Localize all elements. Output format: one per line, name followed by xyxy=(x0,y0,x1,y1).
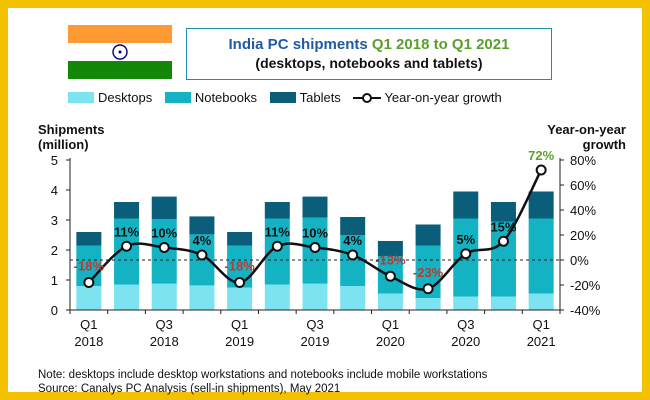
bar-tablets-8 xyxy=(377,241,403,256)
growth-label-8: -13% xyxy=(375,252,406,267)
bar-desktops-9 xyxy=(415,298,441,310)
growth-point-2 xyxy=(158,242,170,253)
bar-tablets-6 xyxy=(302,196,328,218)
legend-item-notebooks: Notebooks xyxy=(164,90,257,105)
x-tick-label-8-quarter: Q1 xyxy=(382,317,399,332)
title-box: India PC shipments Q1 2018 to Q1 2021 (d… xyxy=(186,28,552,80)
bar-desktops-0 xyxy=(76,286,102,310)
x-tick-label-4-year: 2019 xyxy=(225,334,254,349)
bar-desktops-5 xyxy=(264,284,290,310)
bar-desktops-3 xyxy=(189,285,215,310)
growth-label-6: 10% xyxy=(302,226,328,241)
bar-tablets-2 xyxy=(151,196,177,220)
y-right-tick-label-1: -20% xyxy=(570,278,601,293)
growth-point-4 xyxy=(234,277,246,288)
bar-desktops-4 xyxy=(227,287,253,310)
chart-subtitle: (desktops, notebooks and tablets) xyxy=(255,55,483,71)
growth-label-5: 11% xyxy=(265,224,291,239)
y-right-tick-label-3: 20% xyxy=(570,228,596,243)
y-left-tick-label-0: 0 xyxy=(51,303,58,318)
growth-point-0 xyxy=(83,277,95,288)
bar-notebooks-12 xyxy=(528,218,554,294)
growth-point-1 xyxy=(121,240,133,252)
x-tick-label-12-year: 2021 xyxy=(527,334,556,349)
bar-desktops-10 xyxy=(453,296,479,310)
growth-label-1: 11% xyxy=(114,224,140,239)
growth-point-9 xyxy=(422,283,434,295)
legend-item-growth: Year-on-year growth xyxy=(353,90,502,105)
india-flag-icon xyxy=(68,25,172,79)
bar-tablets-9 xyxy=(415,224,441,246)
y-axis-left-title: Shipments (million) xyxy=(38,122,105,152)
bar-desktops-7 xyxy=(340,286,366,310)
growth-label-7: 4% xyxy=(343,233,362,248)
bar-tablets-11 xyxy=(490,202,516,222)
growth-point-12 xyxy=(535,164,547,176)
bar-tablets-10 xyxy=(453,191,479,219)
y-left-tick-label-2: 2 xyxy=(51,243,58,258)
y-left-tick-label-5: 5 xyxy=(51,153,58,168)
x-tick-label-0-year: 2018 xyxy=(74,334,103,349)
chart-title: India PC shipments Q1 2018 to Q1 2021 xyxy=(228,36,510,53)
bar-desktops-11 xyxy=(490,296,516,310)
y-left-tick-label-1: 1 xyxy=(51,273,58,288)
growth-point-6 xyxy=(309,242,321,253)
y-left-tick-label-4: 4 xyxy=(51,183,58,198)
growth-label-4: -18% xyxy=(224,259,255,274)
growth-label-9: -23% xyxy=(413,265,444,280)
bar-desktops-6 xyxy=(302,283,328,310)
growth-label-11: 15% xyxy=(490,219,516,234)
legend-item-tablets: Tablets xyxy=(269,90,341,105)
footer: Note: desktops include desktop workstati… xyxy=(38,368,487,396)
y-right-tick-label-4: 40% xyxy=(570,203,596,218)
x-tick-label-6-quarter: Q3 xyxy=(306,317,323,332)
x-tick-label-6-year: 2019 xyxy=(301,334,330,349)
x-tick-label-2-year: 2018 xyxy=(150,334,179,349)
x-tick-label-2-quarter: Q3 xyxy=(156,317,173,332)
growth-point-7 xyxy=(347,249,359,261)
bar-desktops-1 xyxy=(114,284,140,310)
y-right-tick-label-6: 80% xyxy=(570,153,596,168)
growth-point-11 xyxy=(497,235,509,247)
growth-point-3 xyxy=(196,249,208,261)
bar-notebooks-11 xyxy=(490,221,516,297)
growth-point-5 xyxy=(271,240,283,252)
bar-desktops-12 xyxy=(528,293,554,310)
x-tick-label-12-quarter: Q1 xyxy=(532,317,549,332)
bar-tablets-5 xyxy=(264,202,290,219)
title-dates: Q1 2018 to Q1 2021 xyxy=(371,36,510,53)
legend: Desktops Notebooks Tablets Year-on-year … xyxy=(68,89,511,105)
growth-label-10: 5% xyxy=(456,232,475,247)
growth-label-3: 4% xyxy=(193,233,212,248)
growth-point-8 xyxy=(384,270,396,282)
y-right-tick-label-5: 60% xyxy=(570,178,596,193)
footer-note: Note: desktops include desktop workstati… xyxy=(38,369,488,381)
y-right-tick-label-0: -40% xyxy=(570,303,601,318)
growth-label-0: -18% xyxy=(74,259,105,274)
y-left-tick-label-3: 3 xyxy=(51,213,58,228)
growth-point-10 xyxy=(460,248,472,260)
bar-tablets-4 xyxy=(227,232,253,246)
bar-desktops-8 xyxy=(377,293,403,310)
bar-tablets-1 xyxy=(114,202,140,219)
growth-label-12: 72% xyxy=(528,148,554,163)
bar-tablets-7 xyxy=(340,217,366,235)
bar-desktops-2 xyxy=(151,283,177,310)
y-axis-right-title: Year-on-year growth xyxy=(547,122,626,152)
footer-source: Source: Canalys PC Analysis (sell-in shi… xyxy=(38,383,341,395)
bar-tablets-0 xyxy=(76,232,102,246)
legend-item-desktops: Desktops xyxy=(68,90,152,105)
bar-tablets-12 xyxy=(528,191,554,219)
y-right-tick-label-2: 0% xyxy=(570,253,589,268)
x-tick-label-0-quarter: Q1 xyxy=(80,317,97,332)
growth-label-2: 10% xyxy=(151,226,177,241)
x-tick-label-8-year: 2020 xyxy=(376,334,405,349)
x-tick-label-10-year: 2020 xyxy=(451,334,480,349)
x-tick-label-10-quarter: Q3 xyxy=(457,317,474,332)
bar-tablets-3 xyxy=(189,216,215,235)
x-tick-label-4-quarter: Q1 xyxy=(231,317,248,332)
